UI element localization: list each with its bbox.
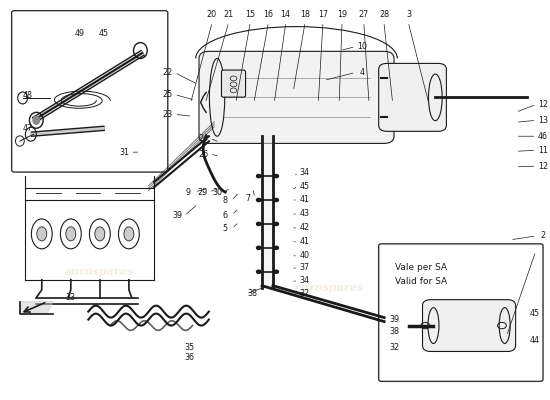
- Text: eurospares: eurospares: [65, 266, 134, 277]
- Text: 14: 14: [280, 10, 290, 19]
- Text: Vale per SA: Vale per SA: [395, 263, 447, 272]
- Circle shape: [256, 174, 261, 178]
- Text: 32: 32: [389, 343, 399, 352]
- Text: 23: 23: [163, 110, 173, 119]
- Circle shape: [274, 222, 278, 226]
- Text: 30: 30: [212, 188, 222, 196]
- Text: 34: 34: [300, 276, 310, 285]
- Text: 41: 41: [300, 196, 310, 204]
- Text: eurospares: eurospares: [65, 83, 134, 94]
- Text: 10: 10: [358, 42, 367, 51]
- Text: 9: 9: [185, 188, 191, 196]
- Text: 20: 20: [207, 10, 217, 19]
- Text: 41: 41: [300, 237, 310, 246]
- Ellipse shape: [37, 227, 47, 241]
- Text: 35: 35: [185, 343, 195, 352]
- Text: 28: 28: [379, 10, 389, 19]
- Circle shape: [274, 174, 278, 178]
- Text: 18: 18: [300, 10, 310, 19]
- Text: 13: 13: [538, 116, 548, 125]
- Text: 33: 33: [66, 293, 76, 302]
- FancyBboxPatch shape: [199, 51, 394, 143]
- Text: 43: 43: [300, 210, 310, 218]
- Text: 5: 5: [223, 224, 228, 233]
- Text: 47: 47: [23, 124, 33, 133]
- Text: 39: 39: [173, 212, 183, 220]
- Text: 12: 12: [538, 162, 548, 171]
- Text: 3: 3: [406, 10, 411, 19]
- FancyBboxPatch shape: [12, 11, 168, 172]
- Text: 6: 6: [223, 211, 228, 220]
- Circle shape: [274, 246, 278, 250]
- Text: 8: 8: [223, 196, 228, 205]
- Text: 38: 38: [248, 289, 258, 298]
- Text: 46: 46: [538, 132, 548, 141]
- Text: 12: 12: [538, 100, 548, 109]
- Text: 37: 37: [300, 263, 310, 272]
- Text: Valid for SA: Valid for SA: [395, 277, 447, 286]
- Circle shape: [274, 270, 278, 273]
- Text: 34: 34: [300, 168, 310, 176]
- Text: 49: 49: [75, 29, 85, 38]
- Text: eurospares: eurospares: [295, 83, 364, 94]
- Text: 45: 45: [300, 182, 310, 190]
- Text: 2: 2: [541, 231, 546, 240]
- Ellipse shape: [124, 227, 134, 241]
- Text: 21: 21: [223, 10, 233, 19]
- Text: 25: 25: [163, 90, 173, 99]
- Text: 29: 29: [197, 188, 207, 196]
- Text: 22: 22: [163, 68, 173, 77]
- Text: 31: 31: [119, 148, 129, 157]
- Text: 36: 36: [185, 353, 195, 362]
- Text: 45: 45: [98, 29, 109, 38]
- Text: 26: 26: [199, 150, 208, 159]
- Text: 45: 45: [530, 309, 540, 318]
- Polygon shape: [20, 302, 53, 314]
- Ellipse shape: [66, 227, 76, 241]
- Circle shape: [256, 198, 261, 202]
- Text: 15: 15: [245, 10, 255, 19]
- Ellipse shape: [33, 116, 40, 124]
- Text: 11: 11: [538, 146, 548, 155]
- Text: 4: 4: [360, 68, 365, 77]
- Circle shape: [256, 222, 261, 226]
- Text: 44: 44: [530, 336, 540, 345]
- FancyBboxPatch shape: [379, 244, 543, 381]
- Text: 39: 39: [389, 315, 399, 324]
- Text: 38: 38: [389, 327, 399, 336]
- Circle shape: [256, 270, 261, 273]
- Text: 42: 42: [300, 224, 310, 232]
- Text: eurospares: eurospares: [295, 282, 364, 293]
- Text: 16: 16: [263, 10, 273, 19]
- Circle shape: [274, 198, 278, 202]
- Text: 24: 24: [199, 134, 208, 143]
- Ellipse shape: [95, 227, 105, 241]
- Text: 40: 40: [300, 251, 310, 260]
- Text: 17: 17: [318, 10, 328, 19]
- Text: 27: 27: [359, 10, 369, 19]
- Text: 19: 19: [337, 10, 347, 19]
- FancyBboxPatch shape: [222, 70, 245, 97]
- Circle shape: [256, 246, 261, 250]
- Text: 32: 32: [300, 289, 310, 298]
- FancyBboxPatch shape: [422, 300, 516, 352]
- Text: 48: 48: [23, 91, 33, 100]
- FancyBboxPatch shape: [379, 63, 447, 131]
- Text: 7: 7: [246, 194, 251, 202]
